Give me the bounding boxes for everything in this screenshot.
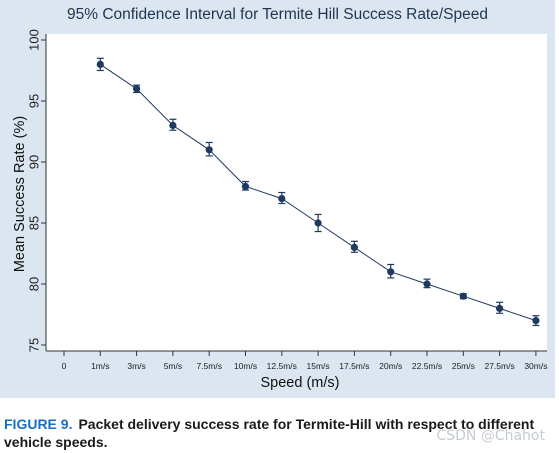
data-point: [387, 268, 395, 276]
data-point: [459, 292, 467, 300]
figure-caption: FIGURE 9. Packet delivery success rate fo…: [4, 415, 549, 451]
x-tick-label: 22.5m/s: [412, 361, 442, 371]
x-tick-label: 15m/s: [307, 361, 330, 371]
data-point: [96, 60, 104, 68]
watermark: CSDN @Chahot: [436, 428, 545, 444]
data-point: [169, 121, 177, 129]
y-tick-label: 95: [26, 94, 41, 108]
x-tick-label: 27.5m/s: [484, 361, 514, 371]
x-axis-label: Speed (m/s): [260, 375, 340, 391]
data-point: [350, 243, 358, 251]
data-point: [532, 317, 540, 325]
x-tick-label: 3m/s: [127, 361, 145, 371]
figure-panel: 95% Confidence Interval for Termite Hill…: [0, 0, 555, 398]
y-tick-label: 75: [26, 338, 41, 352]
x-tick-label: 1m/s: [91, 361, 109, 371]
x-tick-label: 12.5m/s: [267, 361, 297, 371]
data-point: [278, 195, 286, 203]
chart-svg: 75 80 85 90 95 100 0 1m/s 3m/s 5m/s 7.5m/s 10m/s 12.…: [26, 29, 547, 371]
series-line: [100, 63, 537, 322]
x-tick-label: 10m/s: [234, 361, 257, 371]
x-tick-label: 17.5m/s: [339, 361, 369, 371]
x-tick-label: 5m/s: [164, 361, 182, 371]
figure-caption-label: FIGURE 9.: [4, 416, 73, 432]
y-tick-label: 80: [26, 277, 41, 291]
y-tick-label: 90: [26, 155, 41, 169]
x-tick-label: 7.5m/s: [196, 361, 222, 371]
data-point: [496, 304, 504, 312]
x-tick-label: 20m/s: [379, 361, 402, 371]
data-point: [205, 146, 213, 154]
chart-title: 95% Confidence Interval for Termite Hill…: [66, 6, 488, 23]
data-point: [241, 182, 250, 190]
data-point: [314, 219, 322, 227]
y-axis-label: Mean Success Rate (%): [12, 115, 28, 273]
x-tick-label: 25m/s: [452, 361, 475, 371]
x-tick-label: 30m/s: [524, 361, 547, 371]
figure-caption-text: Packet delivery success rate for Termite…: [4, 416, 535, 450]
y-tick-label: 100: [26, 29, 41, 51]
y-tick-label: 85: [26, 216, 41, 230]
data-point: [423, 280, 431, 288]
x-tick-label: 0: [62, 361, 67, 371]
data-point: [133, 85, 141, 93]
